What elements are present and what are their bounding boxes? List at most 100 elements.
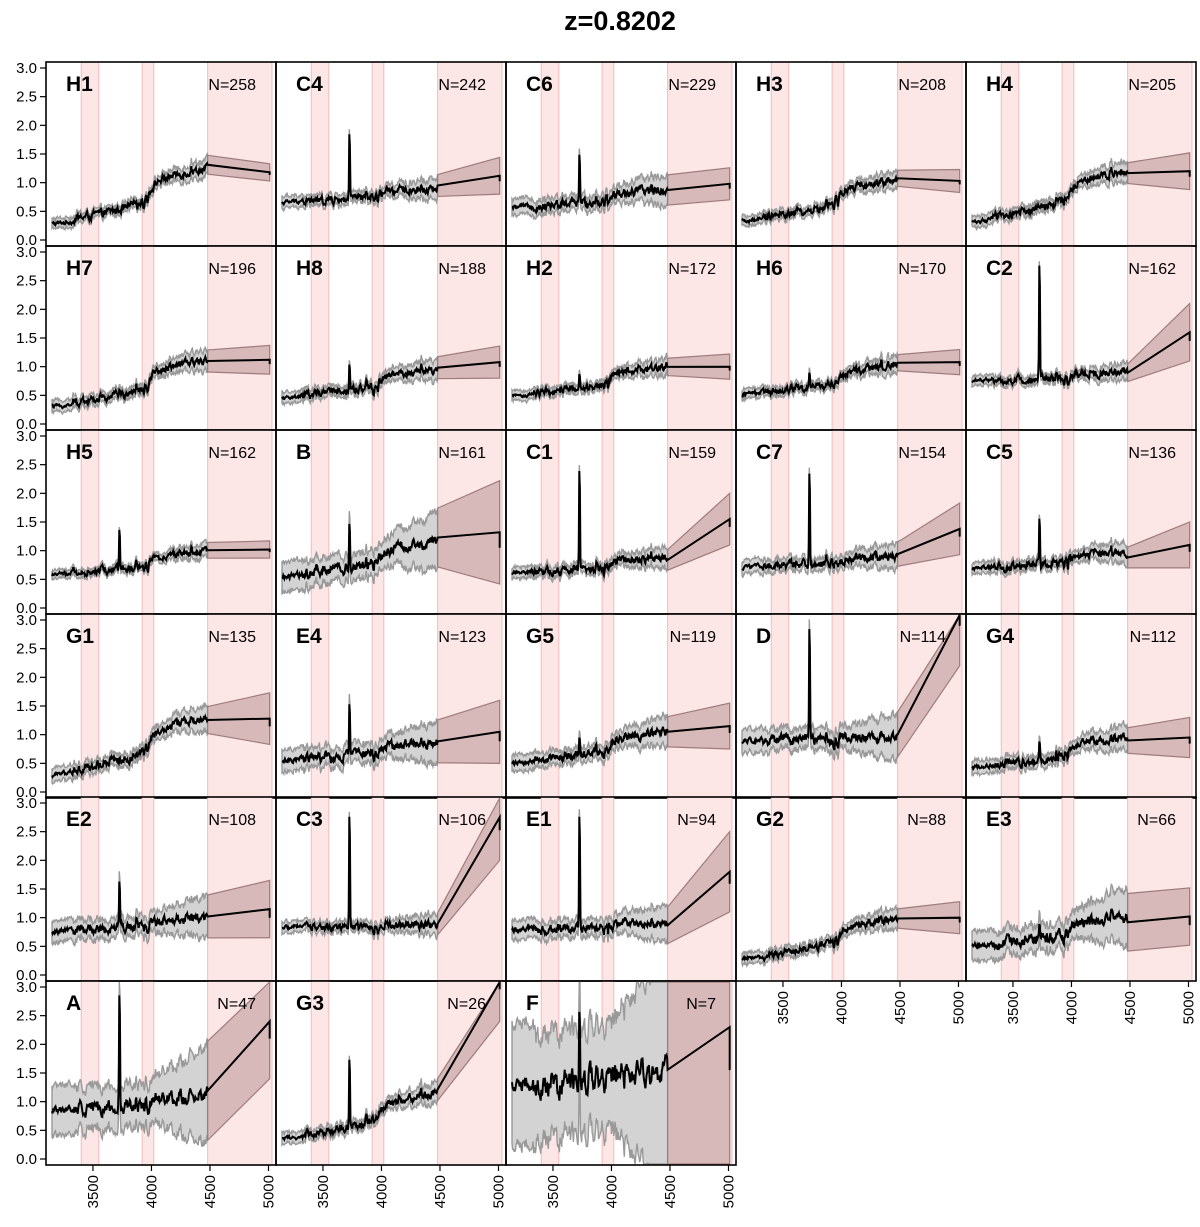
y-tick-label: 3.0 xyxy=(16,60,37,77)
panel-label: C3 xyxy=(296,808,323,831)
y-tick-label: 2.5 xyxy=(16,1008,37,1025)
shaded-region xyxy=(601,246,615,430)
shaded-region xyxy=(1061,246,1075,430)
median-spectrum-line xyxy=(741,473,961,572)
shaded-region xyxy=(1000,614,1020,798)
panel-label: E1 xyxy=(526,808,552,831)
panel-label: H4 xyxy=(986,73,1013,96)
x-tick-label: 3500 xyxy=(85,1175,102,1208)
panel-count: N=196 xyxy=(208,261,256,278)
spectrum-panel-H5: H5 N=162 0.0 0.5 1.0 1.5 2.0 2.5 3.0 xyxy=(16,428,277,617)
shaded-region xyxy=(141,797,155,981)
panel-count: N=119 xyxy=(670,629,717,646)
shaded-region xyxy=(667,246,733,430)
y-tick-label: 0.5 xyxy=(16,387,37,404)
uncertainty-band xyxy=(511,465,669,584)
panel-count: N=7 xyxy=(686,996,716,1013)
shaded-region xyxy=(141,614,155,798)
shaded-region xyxy=(207,62,273,246)
spectrum-panel-C5: C5 N=136 xyxy=(965,429,1197,615)
uncertainty-band xyxy=(281,811,439,941)
median-spectrum-line xyxy=(281,813,501,936)
panel-label: E4 xyxy=(296,625,322,648)
shaded-region xyxy=(80,246,100,430)
shaded-region xyxy=(371,614,385,798)
median-spectrum-line xyxy=(511,360,731,400)
x-tick-label: 4000 xyxy=(1063,991,1080,1024)
panel-count: N=66 xyxy=(1137,812,1176,829)
panel-frame xyxy=(965,796,1197,982)
shaded-region xyxy=(141,246,155,430)
panel-count: N=108 xyxy=(208,812,256,829)
panel-label: E3 xyxy=(986,808,1012,831)
panel-label: G5 xyxy=(526,625,554,648)
x-tick-label: 4000 xyxy=(833,991,850,1024)
median-spectrum-line xyxy=(971,518,1191,574)
spectrum-panel-G3: G3 N=26 3500 4000 4500 5000 xyxy=(275,980,507,1208)
extrapolation-band xyxy=(437,345,501,380)
y-tick-label: 3.0 xyxy=(16,979,37,996)
panel-count: N=154 xyxy=(898,445,946,462)
median-spectrum-line xyxy=(281,134,501,208)
extrapolation-band xyxy=(207,879,271,939)
median-spectrum-line xyxy=(51,995,271,1119)
spectrum-panel-C6: C6 N=229 xyxy=(505,61,737,247)
uncertainty-band xyxy=(281,354,439,408)
panel-label: H5 xyxy=(66,441,93,464)
panel-count: N=258 xyxy=(208,77,256,94)
panel-count: N=106 xyxy=(438,812,486,829)
panel-label: G4 xyxy=(986,625,1014,648)
spectrum-panel-C1: C1 N=159 xyxy=(505,429,737,615)
panel-label: C2 xyxy=(986,257,1013,280)
x-tick-label: 5000 xyxy=(1180,991,1197,1024)
y-tick-label: 1.5 xyxy=(16,330,37,347)
spectrum-panel-H1: H1 N=258 0.0 0.5 1.0 1.5 2.0 2.5 3.0 xyxy=(16,60,277,249)
uncertainty-band xyxy=(511,711,669,775)
uncertainty-band xyxy=(51,346,209,416)
y-tick-label: 0.5 xyxy=(16,1122,37,1139)
panel-count: N=208 xyxy=(898,77,946,94)
spectrum-panel-C4: C4 N=242 xyxy=(275,61,507,247)
y-tick-label: 2.5 xyxy=(16,457,37,474)
shaded-region xyxy=(601,62,615,246)
y-tick-label: 2.0 xyxy=(16,485,37,502)
median-spectrum-line xyxy=(971,732,1191,772)
shaded-region xyxy=(897,797,963,981)
median-spectrum-line xyxy=(741,173,961,226)
shaded-region xyxy=(310,246,330,430)
x-tick-label: 5000 xyxy=(950,991,967,1024)
panel-count: N=159 xyxy=(668,445,716,462)
shaded-region xyxy=(897,246,963,430)
shaded-region xyxy=(371,981,385,1165)
spectrum-panel-G4: G4 N=112 xyxy=(965,613,1197,799)
extrapolation-band xyxy=(667,702,731,750)
y-tick-label: 0.0 xyxy=(16,232,37,249)
panel-count: N=123 xyxy=(438,629,486,646)
y-tick-label: 3.0 xyxy=(16,795,37,812)
median-spectrum-line xyxy=(971,166,1191,225)
spectrum-panel-G2: G2 N=88 3500 4000 4500 5000 xyxy=(735,796,967,1024)
panel-count: N=170 xyxy=(898,261,946,278)
shaded-region xyxy=(1000,62,1020,246)
panel-label: A xyxy=(66,992,81,1015)
median-spectrum-line xyxy=(281,361,501,401)
x-tick-label: 5000 xyxy=(490,1175,507,1208)
y-tick-label: 1.0 xyxy=(16,175,37,192)
median-spectrum-line xyxy=(971,265,1191,388)
y-tick-label: 2.5 xyxy=(16,273,37,290)
panel-count: N=136 xyxy=(1128,445,1176,462)
median-spectrum-line xyxy=(741,614,961,751)
x-tick-label: 4000 xyxy=(143,1175,160,1208)
shaded-region xyxy=(831,430,845,614)
median-spectrum-line xyxy=(511,725,731,768)
y-tick-label: 2.0 xyxy=(16,117,37,134)
extrapolation-band xyxy=(667,491,731,572)
y-tick-label: 1.0 xyxy=(16,1094,37,1111)
shaded-region xyxy=(80,62,100,246)
y-tick-label: 0.5 xyxy=(16,571,37,588)
shaded-region xyxy=(80,614,100,798)
panel-frame xyxy=(505,980,737,1166)
median-spectrum-line xyxy=(51,353,271,410)
x-tick-label: 4500 xyxy=(892,991,909,1024)
y-tick-label: 2.5 xyxy=(16,641,37,658)
